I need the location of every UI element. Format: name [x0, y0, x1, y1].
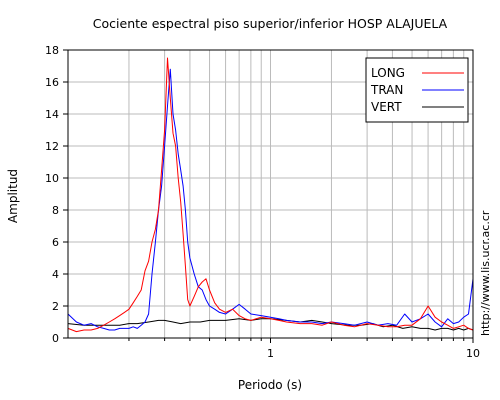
- y-tick-label: 18: [45, 44, 59, 57]
- y-axis-label: Amplitud: [6, 169, 20, 223]
- y-tick-label: 8: [52, 204, 59, 217]
- y-tick-label: 10: [45, 172, 59, 185]
- credit-url: http://www.lis.ucr.ac.cr: [479, 210, 492, 336]
- axis-ticks: 0 2 4 6 8 10 12 14 16 18 1 10: [45, 44, 480, 360]
- legend: LONG TRAN VERT: [365, 57, 469, 123]
- y-tick-label: 6: [52, 236, 59, 249]
- y-tick-label: 4: [52, 268, 59, 281]
- series-line-tran: [67, 68, 474, 331]
- chart-title: Cociente espectral piso superior/inferio…: [93, 16, 448, 31]
- x-tick-label: 1: [267, 347, 274, 360]
- y-tick-label: 14: [45, 108, 59, 121]
- y-tick-label: 12: [45, 140, 59, 153]
- x-axis-label: Periodo (s): [238, 378, 302, 392]
- series-layer: [67, 57, 474, 333]
- legend-label-tran: TRAN: [370, 83, 403, 97]
- x-tick-label: 10: [466, 347, 480, 360]
- y-tick-label: 0: [52, 332, 59, 345]
- y-tick-label: 16: [45, 76, 59, 89]
- grid: [68, 50, 473, 338]
- series-line-long: [67, 57, 474, 333]
- y-tick-label: 2: [52, 300, 59, 313]
- legend-label-long: LONG: [371, 66, 405, 80]
- legend-label-vert: VERT: [371, 100, 402, 114]
